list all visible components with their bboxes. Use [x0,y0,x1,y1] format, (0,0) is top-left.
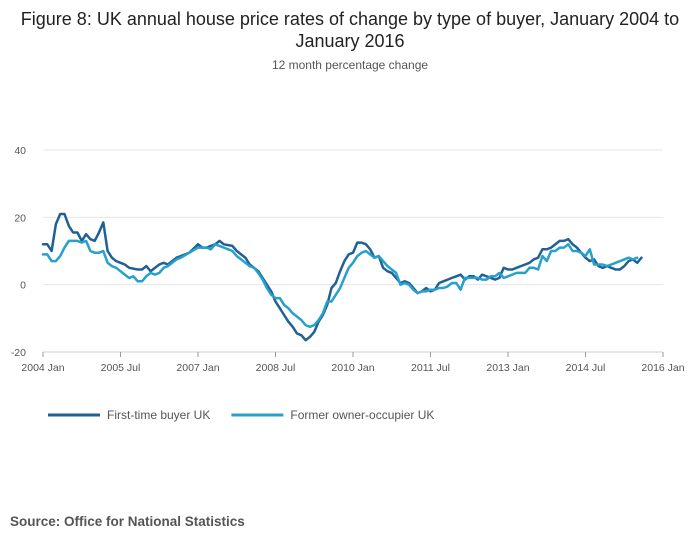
chart-subtitle: 12 month percentage change [271,58,429,72]
y-tick-label: 20 [14,212,26,224]
y-axis-ticks: 40 20 0 -20 [11,145,26,359]
x-tick-label: 2016 Jan [641,362,684,374]
source-note: Source: Office for National Statistics [10,514,245,529]
chart-title: Figure 8: UK annual house price rates of… [20,9,680,51]
line-chart: 40 20 0 -20 2004 Jan 2005 Jul 2007 Jan 2008 Ju… [11,145,685,422]
x-tick-label: 2007 Jan [176,362,219,374]
x-tick-label: 2013 Jan [486,362,529,374]
x-axis-ticks: 2004 Jan 2005 Jul 2007 Jan 2008 Jul 2010 Jan… [21,352,685,374]
x-tick-label: 2004 Jan [21,362,64,374]
y-tick-label: -20 [11,347,26,359]
series-line-first-time-buyer [41,212,643,342]
y-tick-label: 0 [20,280,26,292]
x-tick-label: 2010 Jan [331,362,374,374]
x-tick-label: 2008 Jul [256,362,296,374]
x-tick-label: 2011 Jul [411,362,450,374]
series-lines [41,212,643,342]
x-tick-label: 2014 Jul [566,362,606,374]
x-tick-label: 2005 Jul [101,362,141,374]
legend-label: First-time buyer UK [107,408,210,422]
legend: First-time buyer UK Former owner-occupier… [48,408,434,422]
series-line-former-owner-occupier [41,239,639,329]
y-tick-label: 40 [14,145,26,157]
legend-label: Former owner-occupier UK [290,408,434,422]
